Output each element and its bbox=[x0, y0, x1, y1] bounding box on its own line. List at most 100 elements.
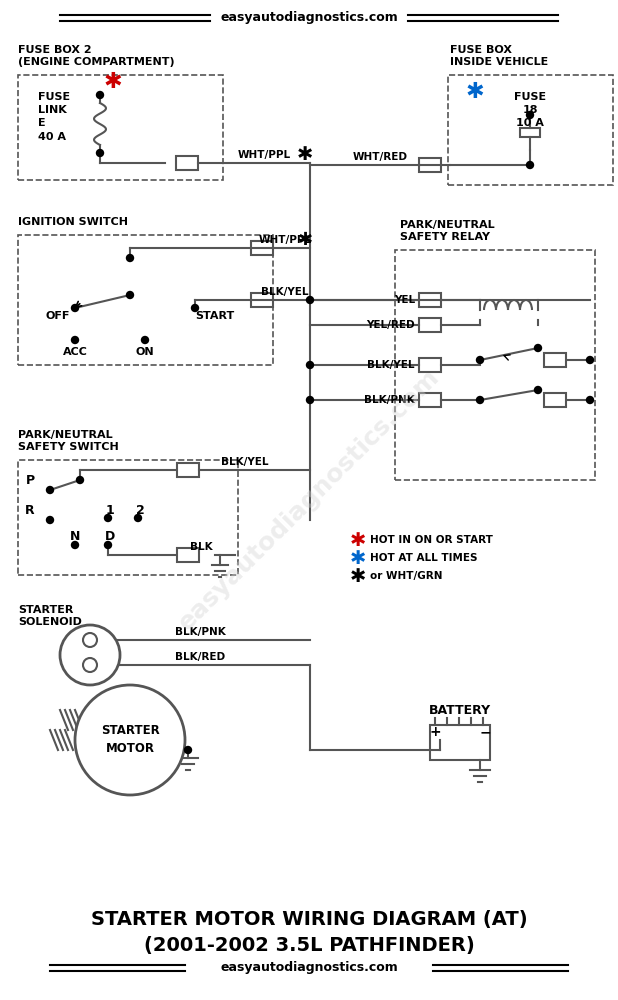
Text: BLK/YEL: BLK/YEL bbox=[221, 457, 269, 467]
Text: WHT/PPL: WHT/PPL bbox=[237, 150, 290, 160]
Bar bbox=[419, 358, 441, 372]
Bar bbox=[419, 318, 441, 332]
Text: R: R bbox=[25, 504, 35, 516]
Circle shape bbox=[60, 625, 120, 685]
Text: SOLENOID: SOLENOID bbox=[18, 617, 82, 627]
Text: INSIDE VEHICLE: INSIDE VEHICLE bbox=[450, 57, 548, 67]
Text: 2: 2 bbox=[135, 504, 145, 516]
Text: OFF: OFF bbox=[46, 311, 70, 321]
Text: START: START bbox=[195, 311, 234, 321]
Text: D: D bbox=[105, 530, 115, 542]
Circle shape bbox=[72, 304, 78, 312]
Text: or WHT/GRN: or WHT/GRN bbox=[370, 571, 442, 581]
Text: ✱: ✱ bbox=[104, 72, 122, 92]
Circle shape bbox=[104, 514, 111, 522]
Circle shape bbox=[83, 633, 97, 647]
Circle shape bbox=[127, 292, 133, 298]
Text: WHT/RED: WHT/RED bbox=[352, 152, 407, 162]
Bar bbox=[18, 460, 238, 575]
Text: SAFETY RELAY: SAFETY RELAY bbox=[400, 232, 490, 242]
Text: ✱: ✱ bbox=[350, 566, 366, 585]
Text: 1: 1 bbox=[106, 504, 114, 516]
Circle shape bbox=[476, 357, 483, 363]
Circle shape bbox=[135, 514, 142, 522]
Circle shape bbox=[104, 542, 111, 548]
Circle shape bbox=[586, 357, 593, 363]
Text: ✱: ✱ bbox=[297, 145, 313, 164]
Circle shape bbox=[185, 746, 192, 754]
Circle shape bbox=[72, 336, 78, 344]
Text: SAFETY SWITCH: SAFETY SWITCH bbox=[18, 442, 119, 452]
Text: (ENGINE COMPARTMENT): (ENGINE COMPARTMENT) bbox=[18, 57, 175, 67]
Text: STARTER MOTOR WIRING DIAGRAM (AT): STARTER MOTOR WIRING DIAGRAM (AT) bbox=[91, 910, 527, 930]
Circle shape bbox=[46, 487, 54, 493]
Circle shape bbox=[72, 542, 78, 548]
Circle shape bbox=[307, 296, 313, 304]
Bar bbox=[419, 158, 441, 172]
Text: FUSE
LINK
E
40 A: FUSE LINK E 40 A bbox=[38, 92, 70, 142]
Circle shape bbox=[535, 344, 541, 352]
Bar bbox=[18, 75, 223, 180]
Text: WHT/PPL: WHT/PPL bbox=[258, 235, 311, 245]
Text: HOT IN ON OR START: HOT IN ON OR START bbox=[370, 535, 493, 545]
Bar bbox=[176, 156, 198, 170]
Text: ON: ON bbox=[136, 347, 154, 357]
Text: BLK/YEL: BLK/YEL bbox=[368, 360, 415, 370]
Text: YEL/RED: YEL/RED bbox=[366, 320, 415, 330]
Text: P: P bbox=[25, 474, 35, 487]
Circle shape bbox=[307, 361, 313, 368]
Circle shape bbox=[586, 396, 593, 403]
Circle shape bbox=[96, 92, 103, 99]
Text: ✱: ✱ bbox=[350, 530, 366, 550]
Circle shape bbox=[535, 386, 541, 393]
Bar bbox=[177, 463, 199, 477]
Bar bbox=[419, 393, 441, 407]
Text: ACC: ACC bbox=[62, 347, 87, 357]
Text: FUSE
18
10 A: FUSE 18 10 A bbox=[514, 92, 546, 128]
Text: STARTER: STARTER bbox=[18, 605, 74, 615]
Text: YEL: YEL bbox=[394, 295, 415, 305]
Bar bbox=[430, 725, 490, 760]
Circle shape bbox=[307, 396, 313, 403]
Text: ✱: ✱ bbox=[466, 82, 485, 102]
Bar bbox=[448, 75, 613, 185]
Text: BLK: BLK bbox=[190, 542, 213, 552]
Text: ✱: ✱ bbox=[350, 548, 366, 568]
Circle shape bbox=[527, 161, 533, 168]
Text: +: + bbox=[429, 725, 441, 739]
Text: ✱: ✱ bbox=[297, 231, 313, 249]
Text: easyautodiagnostics.com: easyautodiagnostics.com bbox=[220, 962, 398, 974]
Text: S: S bbox=[71, 635, 79, 645]
Circle shape bbox=[96, 149, 103, 156]
Circle shape bbox=[476, 396, 483, 403]
Bar bbox=[520, 128, 540, 137]
Text: BLK/PNK: BLK/PNK bbox=[364, 395, 415, 405]
Text: BATTERY: BATTERY bbox=[429, 704, 491, 716]
Text: easyautodiagnostics.com: easyautodiagnostics.com bbox=[174, 365, 444, 635]
Bar bbox=[18, 235, 273, 365]
Bar bbox=[177, 548, 199, 562]
Bar bbox=[251, 293, 273, 307]
Bar bbox=[544, 353, 566, 367]
Text: IGNITION SWITCH: IGNITION SWITCH bbox=[18, 217, 128, 227]
Text: PARK/NEUTRAL: PARK/NEUTRAL bbox=[400, 220, 494, 230]
Circle shape bbox=[127, 254, 133, 261]
Circle shape bbox=[142, 336, 148, 344]
Text: HOT AT ALL TIMES: HOT AT ALL TIMES bbox=[370, 553, 478, 563]
Text: (2001-2002 3.5L PATHFINDER): (2001-2002 3.5L PATHFINDER) bbox=[143, 936, 475, 954]
Circle shape bbox=[527, 111, 533, 118]
Bar bbox=[544, 393, 566, 407]
Text: FUSE BOX 2: FUSE BOX 2 bbox=[18, 45, 91, 55]
Circle shape bbox=[192, 304, 198, 312]
Text: easyautodiagnostics.com: easyautodiagnostics.com bbox=[220, 11, 398, 24]
Circle shape bbox=[83, 658, 97, 672]
Text: −: − bbox=[479, 725, 491, 739]
Text: BLK/PNK: BLK/PNK bbox=[175, 627, 226, 637]
Circle shape bbox=[77, 477, 83, 484]
Circle shape bbox=[46, 516, 54, 524]
Text: FUSE BOX: FUSE BOX bbox=[450, 45, 512, 55]
Bar bbox=[419, 293, 441, 307]
Text: N: N bbox=[70, 530, 80, 542]
Bar bbox=[251, 241, 273, 255]
Bar bbox=[395, 250, 595, 480]
